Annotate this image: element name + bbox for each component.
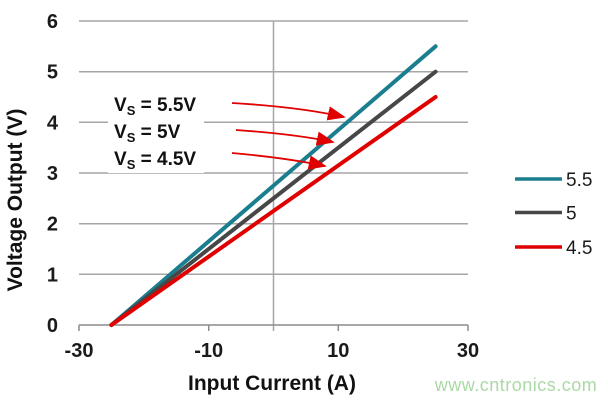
y-tick-label-3: 3 [47, 163, 58, 185]
annotation-vs-4-5: VS = 4.5V [108, 146, 205, 173]
watermark: www.cntronics.com [434, 375, 598, 395]
annotation-subscript: S [126, 157, 136, 172]
arrow-to-4-5-line [231, 152, 327, 170]
annotation-vs-5-5: VS = 5.5V [108, 92, 205, 119]
arrow-to-5-line [235, 129, 335, 146]
x-tick-label-10: 10 [327, 340, 349, 362]
series-line-5-5 [109, 44, 438, 327]
y-tick-label-0: 0 [47, 315, 58, 337]
annotation-vs-5: VS = 5V [108, 119, 205, 146]
annotation-base: V [114, 95, 127, 116]
x-tick-label-neg30: -30 [65, 340, 94, 362]
annotation-base: V [114, 122, 127, 143]
x-tick-label-30: 30 [457, 340, 479, 362]
y-axis-title: Voltage Output (V) [4, 109, 27, 292]
annotation-arrows [231, 102, 346, 170]
y-tick-label-2: 2 [47, 214, 58, 236]
annotation-subscript: S [126, 103, 136, 118]
legend-label-5-5: 5.5 [566, 170, 592, 191]
x-tick-labels: -30 -10 10 30 [65, 340, 480, 362]
annotation-rest: = 5.5V [135, 95, 197, 116]
series-line-4-5 [109, 95, 438, 327]
y-tick-label-6: 6 [47, 11, 58, 33]
y-tick-labels: 6 5 4 3 2 1 0 [47, 11, 59, 337]
annotation-rest: = 4.5V [135, 149, 197, 170]
series-lines [109, 44, 438, 327]
annotation-base: V [114, 149, 127, 170]
series-annotations: VS = 5.5V VS = 5V VS = 4.5V [108, 92, 205, 173]
legend-label-5: 5 [566, 204, 577, 225]
arrow-to-5-5-line [231, 102, 346, 121]
annotation-subscript: S [126, 130, 136, 145]
x-axis-title: Input Current (A) [188, 372, 356, 395]
y-tick-label-5: 5 [47, 62, 58, 84]
y-tick-label-4: 4 [47, 112, 59, 134]
x-axis [78, 324, 469, 331]
y-tick-label-1: 1 [47, 264, 58, 286]
legend: 5.5 5 4.5 [515, 170, 592, 259]
legend-label-4-5: 4.5 [566, 238, 592, 259]
series-line-5 [109, 69, 438, 327]
x-tick-label-neg10: -10 [194, 340, 223, 362]
annotation-rest: = 5V [135, 122, 181, 143]
